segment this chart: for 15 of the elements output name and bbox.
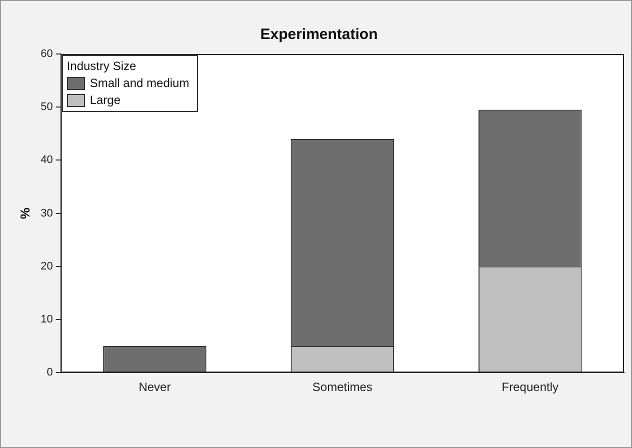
x-tick-label: Sometimes xyxy=(312,380,372,394)
y-tick-label: 50 xyxy=(40,101,53,114)
y-tick-label: 10 xyxy=(40,314,53,326)
x-tick-label: Frequently xyxy=(502,380,558,394)
x-tick-label: Never xyxy=(138,380,171,394)
y-axis-title: % xyxy=(17,207,32,220)
legend-label: Large xyxy=(90,93,121,107)
y-tick-label: 40 xyxy=(40,154,53,166)
y-tick-label: 20 xyxy=(40,260,53,272)
y-tick-label: 30 xyxy=(40,207,53,220)
legend-title: Industry Size xyxy=(66,59,138,73)
legend-label: Small and medium xyxy=(90,76,190,90)
chart-title: Experimentation xyxy=(260,26,378,44)
y-tick-label: 0 xyxy=(46,366,53,379)
y-tick-label: 60 xyxy=(40,48,53,60)
